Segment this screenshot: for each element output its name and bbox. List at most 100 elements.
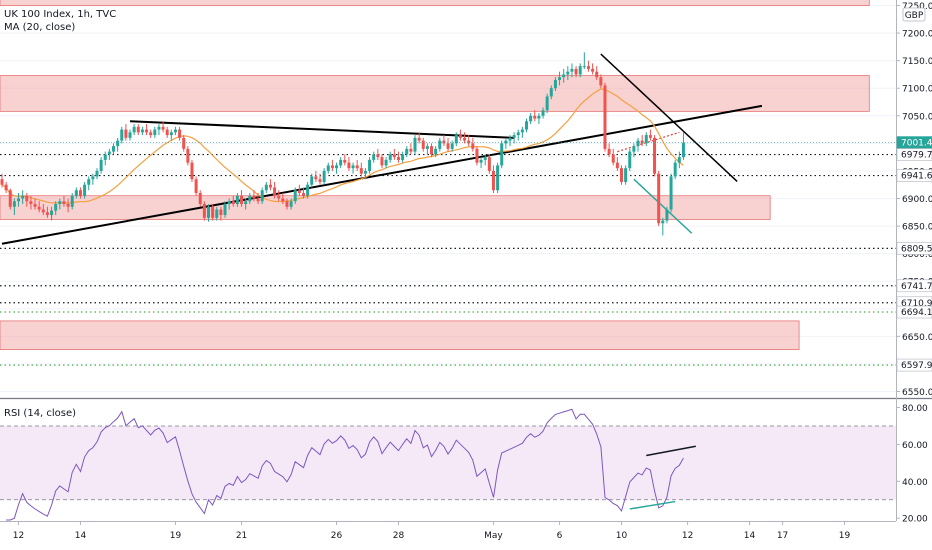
- candle-body: [425, 146, 429, 149]
- candle-body: [45, 212, 49, 216]
- candle-body: [339, 159, 343, 166]
- candle-body: [450, 143, 454, 149]
- time-tick-label: 17: [777, 531, 788, 541]
- candle-body: [516, 132, 520, 136]
- candle-body: [62, 201, 66, 205]
- price-label-text: 6741.7: [901, 282, 932, 292]
- candle-body: [396, 157, 400, 160]
- time-tick-label: 14: [744, 531, 756, 541]
- rsi-divergence-lines: [629, 445, 696, 510]
- price-label-text: 6809.5: [901, 244, 932, 254]
- price-tick-label: 6800.0: [902, 250, 932, 260]
- candle-body: [491, 170, 495, 191]
- candle-body: [595, 71, 599, 78]
- price-tick-label: 6550.0: [902, 388, 932, 398]
- candle-body: [145, 129, 149, 133]
- candle-body: [136, 126, 140, 133]
- time-axis[interactable]: 12 14 19 21 26 28 May 6 10 12 14 17 19: [13, 521, 851, 541]
- price-tick-label: 7250.0: [902, 2, 932, 12]
- price-tick-label: 6650.0: [902, 333, 932, 343]
- horizontal-price-lines[interactable]: [0, 153, 896, 366]
- candle-body: [112, 146, 116, 152]
- time-tick-label: 12: [682, 531, 693, 541]
- candle-body: [430, 146, 434, 155]
- candle-body: [653, 137, 657, 174]
- candle-body: [603, 85, 607, 149]
- candle-body: [8, 190, 12, 207]
- candle-body: [149, 132, 153, 136]
- candle-body: [17, 198, 21, 202]
- time-tick-label: 14: [75, 531, 87, 541]
- candle-body: [99, 159, 103, 171]
- time-tick-label: 19: [170, 531, 182, 541]
- candle-body: [285, 201, 289, 207]
- time-tick-label: 19: [839, 531, 851, 541]
- candle-body: [504, 140, 508, 144]
- candle-body: [467, 140, 471, 144]
- time-tick-label: 28: [393, 531, 405, 541]
- candle-body: [483, 157, 487, 160]
- price-label-text: 6694.1: [901, 308, 932, 318]
- candle-body: [558, 77, 562, 80]
- candle-body: [306, 184, 310, 196]
- candle-body: [37, 206, 41, 210]
- candle-body: [591, 68, 595, 72]
- candle-body: [359, 168, 363, 174]
- candle-body: [570, 68, 574, 72]
- candle-body: [335, 165, 339, 169]
- rsi-axis[interactable]: 80.00 60.00 40.00 20.00: [896, 404, 928, 525]
- candle-body: [178, 129, 182, 138]
- candle-body: [297, 190, 301, 193]
- candle-body: [434, 148, 438, 155]
- rsi-tick-label: 20.00: [902, 515, 928, 525]
- candle-body: [520, 129, 524, 133]
- currency-badge[interactable]: GBP: [902, 7, 926, 22]
- candle-body: [132, 126, 136, 133]
- candle-body: [388, 154, 392, 160]
- candle-body: [310, 176, 314, 185]
- candle-body: [103, 154, 107, 160]
- trendline: [129, 120, 515, 139]
- candle-body: [413, 137, 417, 152]
- candle-body: [268, 184, 272, 188]
- price-label-text: 6710.9: [901, 299, 932, 309]
- rsi-pane: [0, 408, 896, 521]
- price-labels: 7001.425:336979.76941.66809.56741.76710.…: [896, 136, 932, 372]
- candle-body: [87, 179, 91, 185]
- candle-body: [202, 204, 206, 218]
- candle-body: [41, 209, 45, 213]
- candle-body: [665, 209, 669, 221]
- candle-body: [260, 190, 264, 202]
- candle-body: [140, 129, 144, 133]
- candle-body: [244, 201, 248, 205]
- candle-body: [442, 140, 446, 144]
- candle-body: [471, 143, 475, 149]
- main-legend[interactable]: UK 100 Index, 1h, TVC MA (20, close): [4, 8, 116, 34]
- candle-body: [153, 129, 157, 136]
- trendline: [600, 53, 738, 182]
- candle-body: [533, 115, 537, 119]
- supply-demand-zones[interactable]: [0, 0, 870, 350]
- candle-body: [648, 135, 652, 138]
- candle-body: [12, 201, 16, 207]
- candle-body: [487, 157, 491, 171]
- zone-rect: [0, 0, 870, 6]
- candle-body: [95, 170, 99, 177]
- candle-body: [124, 129, 128, 138]
- price-axis[interactable]: 7250.07200.07150.07100.07050.07000.06950…: [896, 2, 932, 398]
- price-label-box: [896, 358, 932, 372]
- candle-body: [624, 168, 628, 182]
- candle-body: [545, 96, 549, 111]
- candle-body: [351, 165, 355, 169]
- candle-body: [512, 135, 516, 138]
- zone-rect: [0, 195, 771, 220]
- candle-body: [525, 121, 529, 130]
- candle-body: [128, 132, 132, 138]
- candle-body: [681, 142, 685, 158]
- trendline: [633, 178, 693, 234]
- candle-body: [293, 190, 297, 202]
- trendlines[interactable]: [1, 53, 763, 245]
- rsi-legend[interactable]: RSI (14, close): [4, 407, 76, 420]
- candlesticks: [0, 52, 685, 236]
